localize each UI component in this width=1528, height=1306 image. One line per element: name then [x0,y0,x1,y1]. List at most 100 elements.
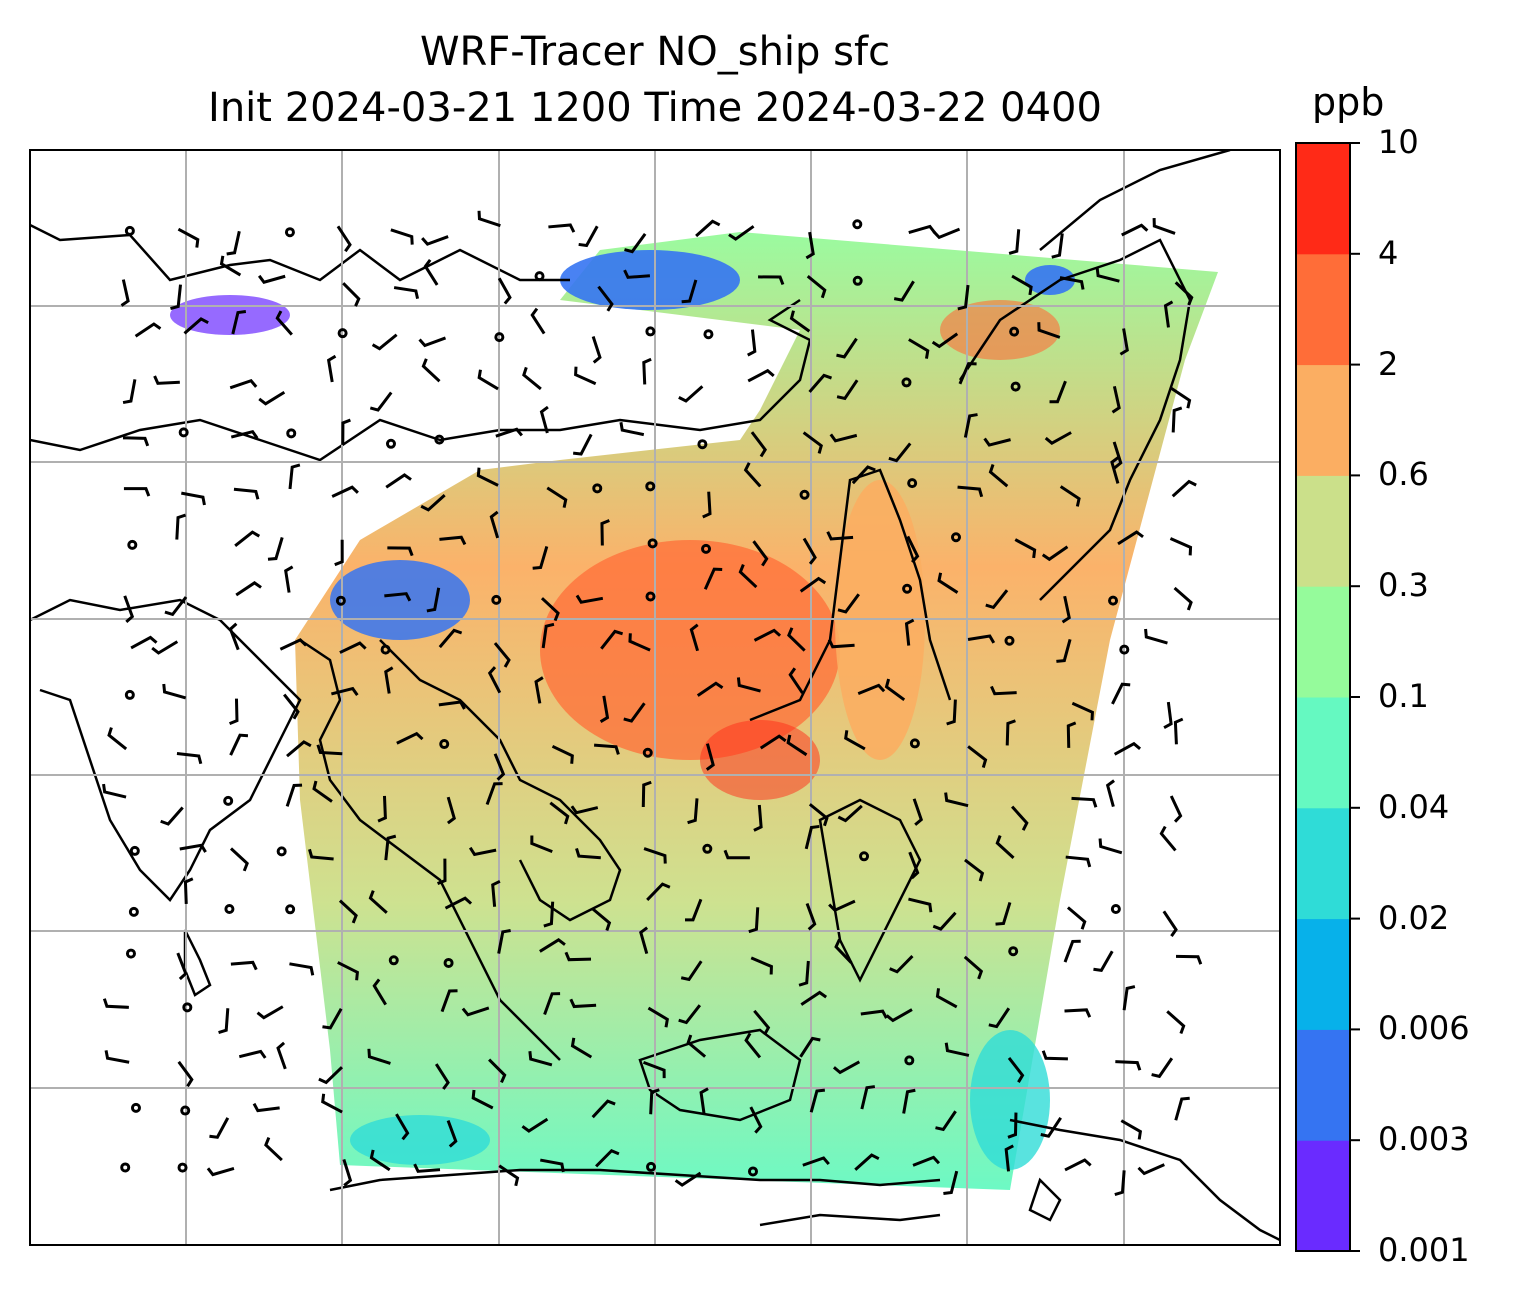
wind-barb [439,535,467,546]
calm-wind-marker [180,1105,191,1116]
calm-wind-marker [901,377,912,388]
wind-barb [160,806,184,826]
wind-barb [153,375,180,385]
wind-barb [532,545,549,570]
wind-barb [860,1085,876,1110]
chart-title-line2: Init 2024-03-21 1200 Time 2024-03-22 040… [208,85,1102,131]
wind-barb [595,1148,620,1168]
wind-barb [958,362,977,385]
calm-wind-marker [1108,595,1119,606]
wind-barb [804,824,820,850]
wind-barb [957,284,970,311]
wind-barb [857,683,886,696]
wind-barb [687,798,699,825]
wind-barb [1114,1170,1126,1197]
wind-barb [183,317,209,335]
wind-barb [832,1060,861,1075]
wind-barb [337,961,359,981]
wind-barb [438,628,463,649]
calm-wind-marker [534,271,545,282]
wind-barb [702,491,712,519]
wind-barb [385,473,412,489]
calm-wind-marker [276,846,287,857]
wind-barb [705,743,715,771]
wind-barb [446,796,456,825]
wind-barb [1049,380,1067,404]
wind-barb [728,225,755,241]
wind-barb [963,955,984,980]
wind-barb [599,695,610,723]
calm-wind-marker [1119,644,1130,655]
wind-barb [1152,218,1176,235]
high-concentration-region [540,540,840,760]
wind-barb [1007,1057,1025,1083]
calm-wind-marker [1010,381,1021,392]
colorbar-swatch [1296,807,1350,920]
colorbar-swatch [1296,253,1350,366]
calm-wind-marker [434,434,445,445]
wind-barb [495,427,523,438]
wind-barb [902,1088,916,1114]
wind-barb [1011,274,1033,296]
wind-barb [228,622,240,651]
wind-barb [1159,825,1177,852]
wind-barb [387,546,414,557]
wind-barb [649,1088,660,1115]
calm-wind-marker [645,481,656,492]
wind-barb [788,667,804,694]
calm-wind-marker [443,957,454,968]
colorbar-tick-label: 0.02 [1378,898,1450,937]
wind-barb [120,279,130,307]
wind-barb [264,1136,283,1162]
wind-barb [396,731,424,745]
wind-barb [1071,796,1098,808]
wind-barb [802,537,817,565]
calm-wind-marker [1008,946,1019,957]
wind-barb [624,232,647,254]
calm-wind-marker [703,329,714,340]
wind-barb [806,275,827,299]
wind-barb [123,595,135,623]
wind-barb [837,593,860,614]
wind-barb [176,952,188,981]
wind-barb [1120,1119,1143,1140]
wind-barb [283,693,300,720]
colorbar-swatch [1296,918,1350,1030]
calm-wind-marker [439,739,450,750]
wind-barb [753,1009,771,1036]
wind-barb [130,635,158,650]
calm-wind-marker [130,1102,141,1113]
wind-barb [723,849,750,860]
low-concentration-region [560,250,740,310]
wind-barb [393,286,420,300]
wind-barb [1061,595,1071,624]
colorbar-swatch [1296,697,1350,809]
wind-barb [471,1089,494,1110]
wind-barb [593,743,620,755]
wind-barb [543,901,555,928]
wind-barb [498,1164,520,1187]
wind-barb [372,978,387,1006]
wind-barb [104,1050,130,1064]
wind-barb [183,877,194,904]
wind-barb [177,227,200,248]
wind-barb [1098,838,1123,855]
wind-barb [748,907,760,934]
gridlines [30,150,1280,1245]
wind-barb [384,666,394,694]
wind-barb [334,539,344,567]
wind-barb [321,1093,343,1114]
wind-barb [493,753,506,781]
wind-barb [541,622,555,649]
wind-barb [988,463,1009,488]
colorbar-tick-label: 10 [1378,123,1419,161]
wind-barb [789,310,811,333]
wind-barb [318,1066,343,1085]
calm-wind-marker [125,948,136,959]
wind-barb [539,1158,565,1173]
wind-barb [233,487,260,500]
calm-wind-marker [904,1055,915,1066]
wind-barb [836,379,859,401]
wind-barb [1005,719,1016,746]
wind-barb [809,1088,826,1113]
